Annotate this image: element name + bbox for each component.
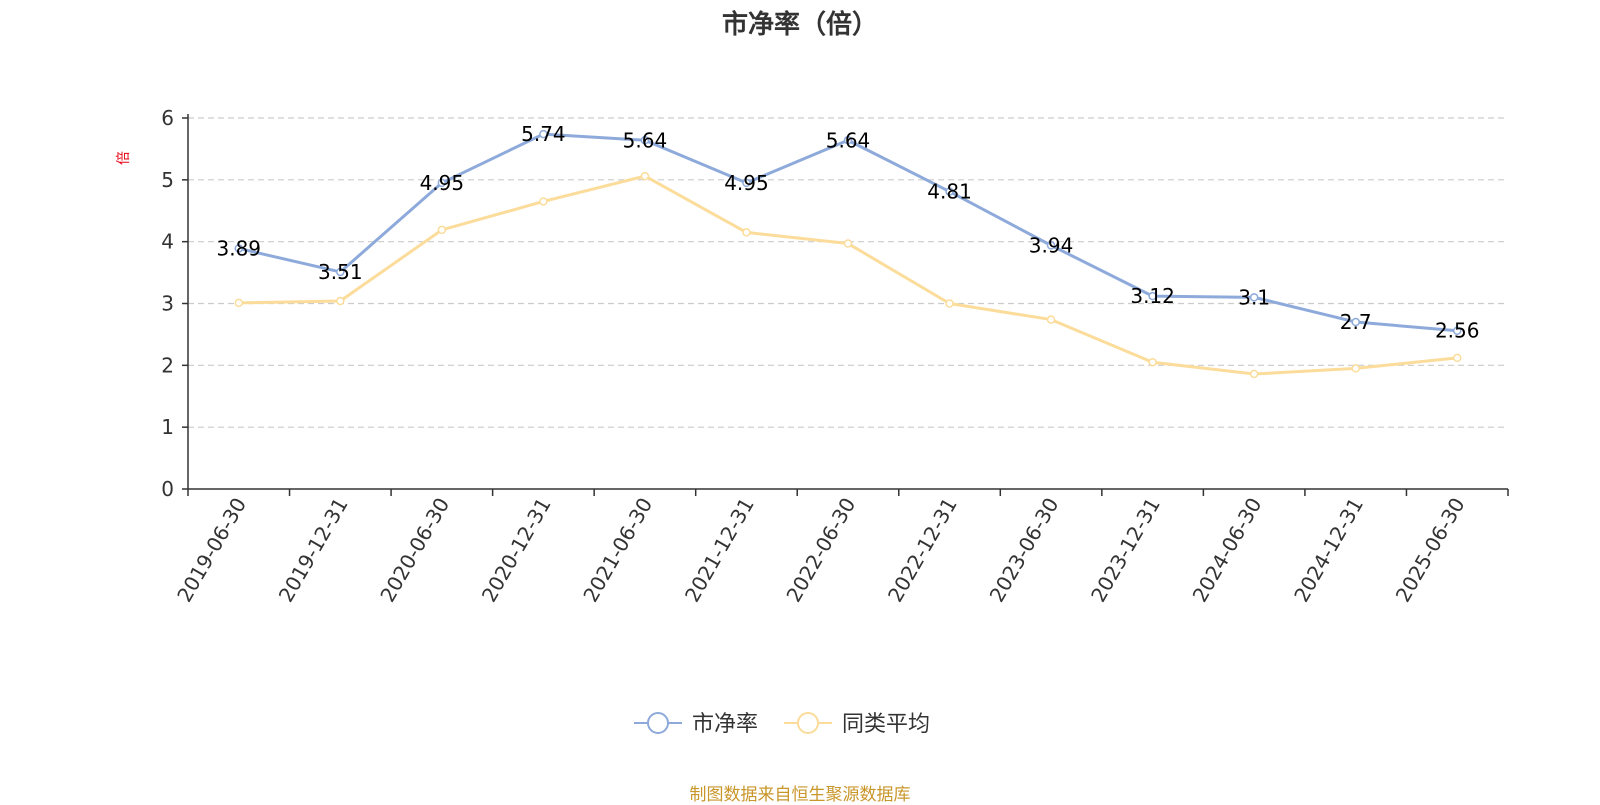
y-tick-label: 0 xyxy=(161,477,174,501)
y-tick-label: 1 xyxy=(161,415,174,439)
data-point xyxy=(336,296,345,306)
data-label: 3.89 xyxy=(217,236,262,260)
data-labels: 3.893.514.955.74 5.644.955.644.813.943.12… xyxy=(217,122,1480,343)
data-point xyxy=(945,299,954,308)
data-point xyxy=(1351,364,1360,373)
legend-item-1: 同类平均 xyxy=(784,712,930,737)
data-point xyxy=(1249,369,1259,379)
data-point xyxy=(640,136,650,145)
x-tick-label: 2024-06-30 xyxy=(1188,494,1267,607)
legend-label: 市净率 xyxy=(692,712,758,737)
data-point xyxy=(945,187,954,196)
y-tick-label: 4 xyxy=(161,230,174,254)
data-point xyxy=(742,228,751,237)
y-tick-label: 2 xyxy=(161,353,174,377)
data-point xyxy=(1148,291,1157,301)
x-tick-label: 2022-12-31 xyxy=(883,494,962,607)
x-tick-label: 2025-06-30 xyxy=(1391,494,1470,607)
grid-lines xyxy=(188,117,1508,428)
y-tick-label: 6 xyxy=(161,106,174,130)
data-label: 5.64 xyxy=(826,128,871,152)
x-tick-label: 2023-12-31 xyxy=(1086,494,1165,607)
data-point xyxy=(1249,293,1259,302)
data-point xyxy=(843,239,853,248)
y-tick-label: 5 xyxy=(161,168,174,192)
x-tick-label: 2019-06-30 xyxy=(172,494,251,607)
y-tick-label: 3 xyxy=(161,292,174,316)
x-tick-label: 2020-06-30 xyxy=(375,494,454,607)
data-label: 4.95 xyxy=(724,171,769,195)
y-axis-ticks: 0 1 2 3 4 5 6 xyxy=(161,106,188,501)
data-source-note: 制图数据来自恒生聚源数据库 xyxy=(689,785,911,805)
data-point xyxy=(742,178,751,188)
data-label: 3.51 xyxy=(318,260,363,284)
data-point xyxy=(1148,357,1157,367)
x-tick-label: 2020-12-31 xyxy=(477,494,556,607)
data-label: 4.81 xyxy=(927,180,972,204)
x-tick-label: 2023-06-30 xyxy=(985,494,1064,607)
data-point xyxy=(1452,326,1462,335)
y-axis-unit-label: 倍 xyxy=(116,151,132,165)
data-point xyxy=(234,298,244,308)
data-label: 5.64 xyxy=(623,128,668,152)
legend-marker xyxy=(797,712,819,734)
legend-item-0: 市净率 xyxy=(634,712,758,737)
data-label: 3.1 xyxy=(1238,285,1270,309)
legend-marker xyxy=(647,712,669,734)
legend: 市净率 同类平均 xyxy=(634,712,930,737)
data-point xyxy=(539,129,548,139)
data-label: 3.94 xyxy=(1029,233,1074,257)
data-point xyxy=(640,171,650,181)
data-point xyxy=(437,178,447,188)
data-label: 2.7 xyxy=(1340,310,1372,334)
x-axis-ticks: 2019-06-30 2019-12-31 2020-06-30 2020-12-31… xyxy=(172,489,1509,607)
x-tick-label: 2024-12-31 xyxy=(1289,494,1368,607)
legend-label: 同类平均 xyxy=(842,712,930,737)
data-point xyxy=(1351,317,1360,327)
data-label: 5.74 xyxy=(521,122,566,146)
data-label: 3.12 xyxy=(1130,284,1175,308)
series-line-1 xyxy=(238,174,1458,376)
data-point xyxy=(234,244,244,253)
chart-title: 市净率（倍） xyxy=(721,10,878,40)
data-point xyxy=(1046,315,1056,324)
data-point xyxy=(1452,353,1462,363)
axes xyxy=(187,114,1508,490)
x-tick-label: 2022-06-30 xyxy=(781,494,860,607)
data-point xyxy=(843,136,853,145)
data-point xyxy=(539,197,548,206)
x-tick-label: 2021-12-31 xyxy=(680,494,759,607)
series-line-0 xyxy=(238,132,1458,333)
data-label: 2.56 xyxy=(1435,319,1480,343)
data-point xyxy=(437,225,447,235)
data-label: 4.95 xyxy=(420,171,465,195)
x-tick-label: 2021-06-30 xyxy=(578,494,657,607)
x-tick-label: 2019-12-31 xyxy=(274,494,353,607)
series-layer xyxy=(234,129,1462,379)
data-point xyxy=(336,267,345,277)
data-point xyxy=(1046,241,1056,250)
